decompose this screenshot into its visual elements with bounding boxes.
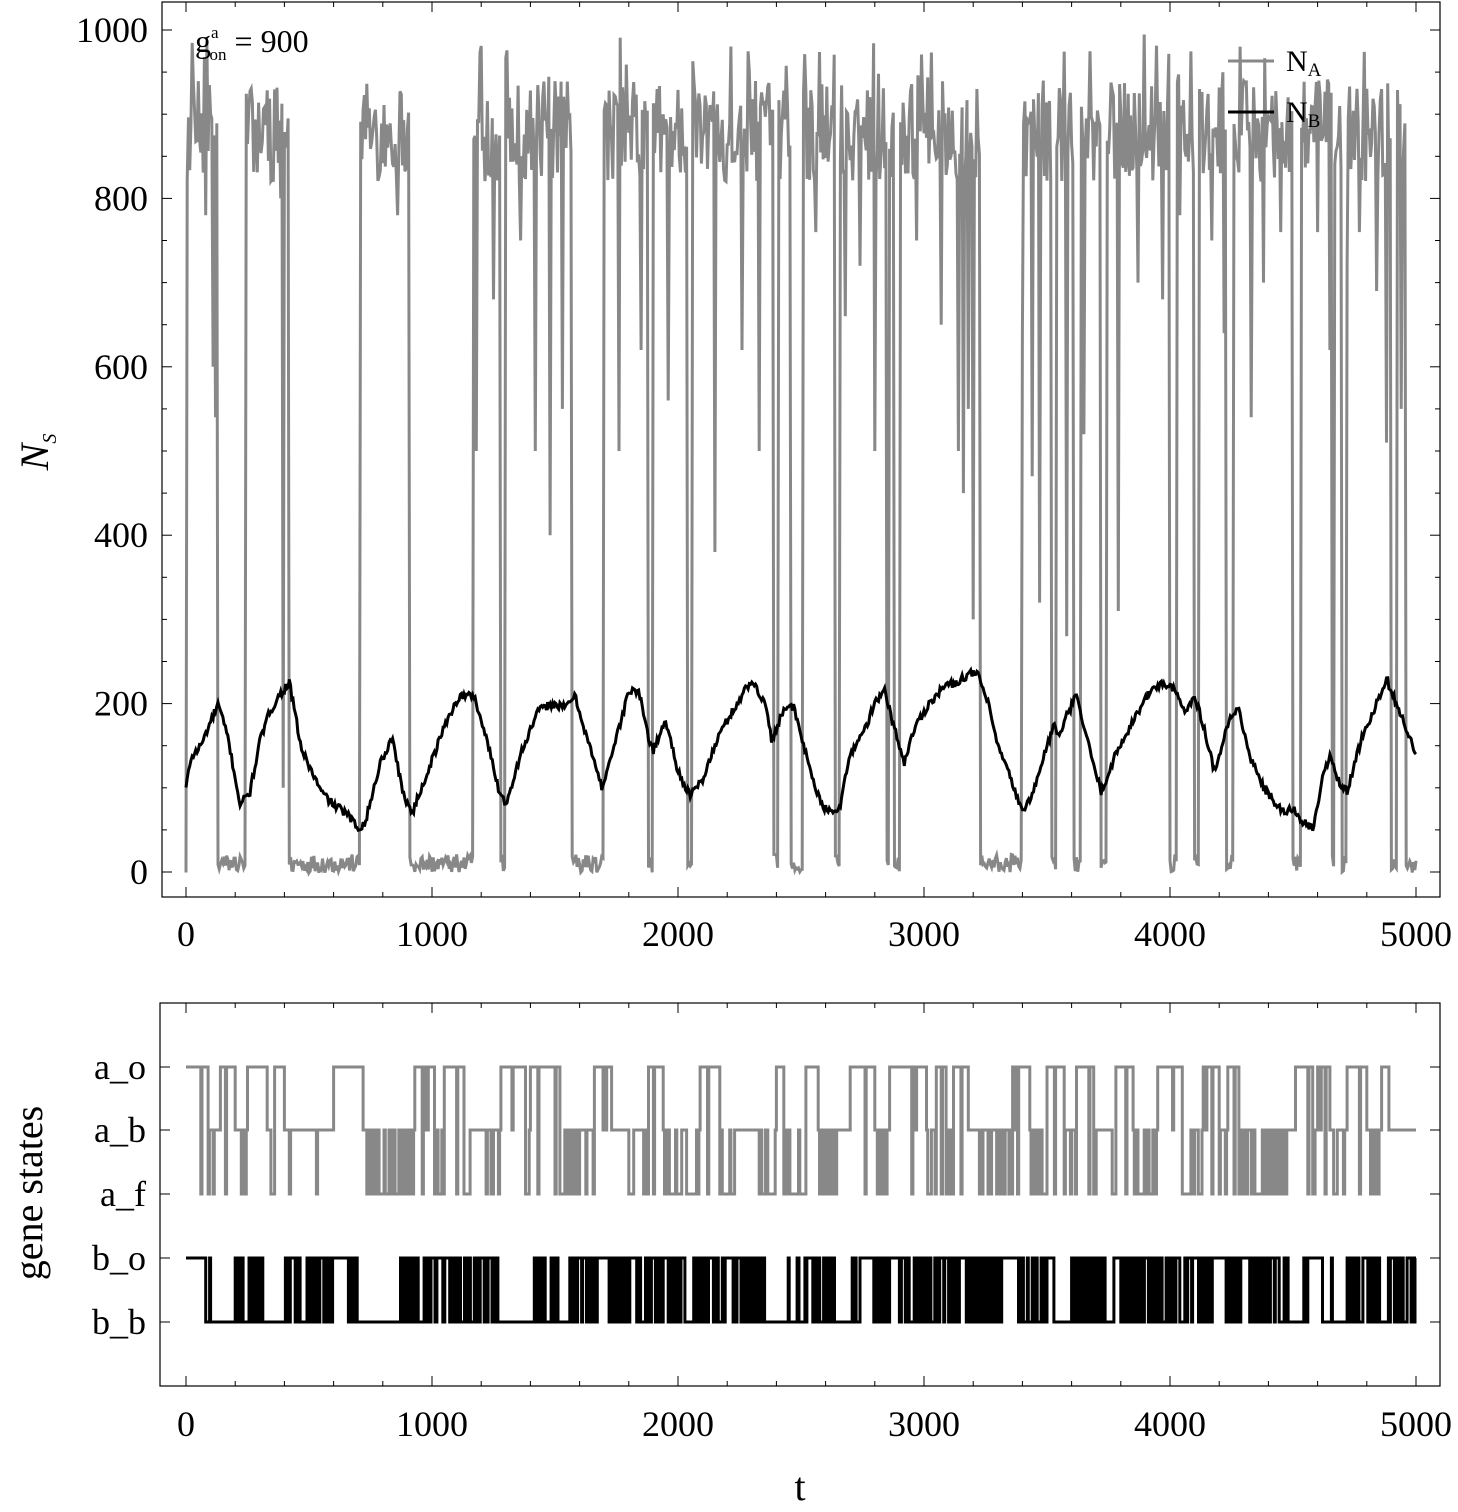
gon-annotation: ga on = 900	[195, 23, 309, 64]
y-tick-label: a_o	[94, 1047, 146, 1087]
legend-na-label: NA	[1286, 45, 1322, 81]
y-tick-label: 400	[94, 515, 148, 555]
x-tick-label: 3000	[888, 1404, 960, 1444]
y-tick-label: 0	[130, 852, 148, 892]
nb-line	[184, 666, 1418, 832]
y-tick-label: 200	[94, 684, 148, 724]
top-panel: 0 1000 2000 3000 4000 5000 02004006008001000 …	[12, 1, 1452, 954]
gene-a-line	[186, 1065, 1416, 1196]
bottom-y-tick-labels: a_o a_b a_f b_o b_b	[92, 1047, 146, 1342]
na-line	[184, 34, 1418, 878]
y-tick-label: 600	[94, 347, 148, 387]
x-tick-label: 1000	[396, 914, 468, 954]
x-tick-label: 1000	[396, 1404, 468, 1444]
bottom-ticks	[160, 1003, 1440, 1386]
top-ticks	[162, 2, 1440, 897]
x-tick-label: 2000	[642, 1404, 714, 1444]
x-tick-label: 3000	[888, 914, 960, 954]
top-x-tick-labels: 0 1000 2000 3000 4000 5000	[177, 914, 1452, 954]
bottom-y-axis-label: gene states	[6, 1106, 51, 1280]
x-tick-label: 5000	[1380, 1404, 1452, 1444]
x-tick-label: 0	[177, 1404, 195, 1444]
y-tick-label: a_f	[100, 1174, 146, 1214]
na-series	[184, 34, 1418, 878]
x-tick-label: 4000	[1134, 914, 1206, 954]
top-y-tick-labels: 0 200 400 600 800 1000	[76, 10, 148, 892]
x-tick-label: 4000	[1134, 1404, 1206, 1444]
bottom-x-tick-labels: 0 1000 2000 3000 4000 5000	[177, 1404, 1452, 1444]
gene-a-series	[186, 1065, 1416, 1196]
top-y-axis-label: NS	[12, 434, 61, 472]
bottom-panel: 0 1000 2000 3000 4000 5000 a_o a_b a_f b_o b_b ge…	[6, 1002, 1452, 1509]
x-tick-label: 5000	[1380, 914, 1452, 954]
gene-b-series	[186, 1256, 1417, 1324]
legend: NA NB	[1228, 45, 1322, 132]
y-tick-label: 1000	[76, 10, 148, 50]
x-tick-label: 0	[177, 914, 195, 954]
y-tick-label: 800	[94, 178, 148, 218]
top-plot-frame	[161, 1, 1441, 898]
y-tick-label: a_b	[94, 1110, 146, 1150]
nb-series	[184, 666, 1418, 832]
y-tick-label: b_b	[92, 1302, 146, 1342]
y-tick-label: b_o	[92, 1238, 146, 1278]
x-tick-label: 2000	[642, 914, 714, 954]
legend-nb-label: NB	[1286, 96, 1320, 132]
gene-b-line	[186, 1256, 1417, 1324]
x-axis-label: t	[794, 1464, 805, 1509]
